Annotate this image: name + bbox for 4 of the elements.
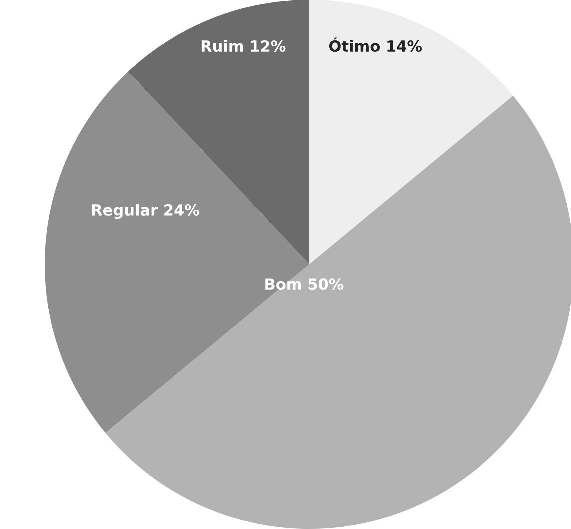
slice-label: Ruim 12% [202,40,286,52]
slice-label: Bom 50% [266,278,344,290]
slice-label: Regular 24% [92,204,200,220]
slice-label: Ótimo 14% [329,38,422,52]
